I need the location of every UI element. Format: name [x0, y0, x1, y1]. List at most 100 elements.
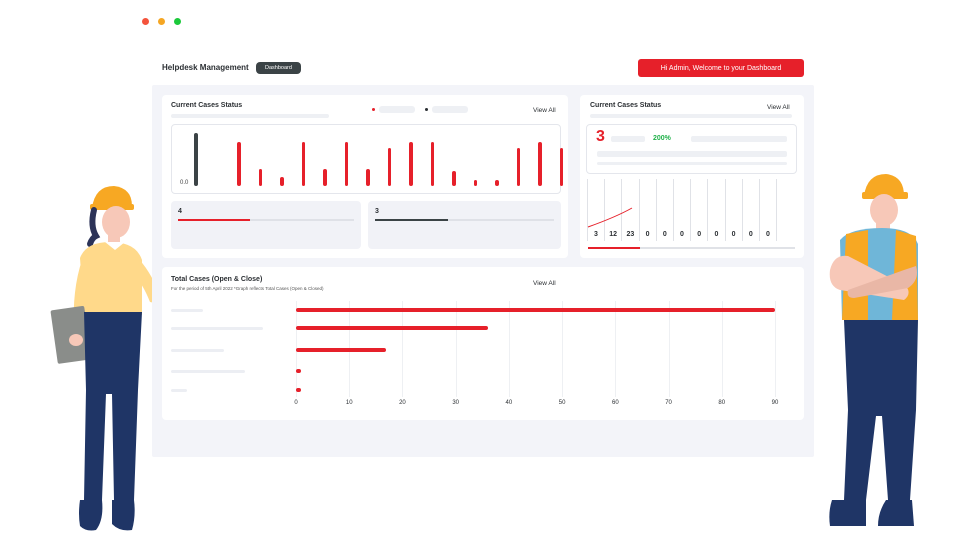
x-tick-label: 70 [665, 400, 672, 406]
dashboard-canvas: Current Cases Status View All 0.0 4 3 [152, 85, 814, 457]
column-value: 12 [609, 231, 618, 238]
chart-bar [473, 180, 477, 186]
chart-bar [296, 388, 301, 392]
app-title: Helpdesk Management [162, 63, 249, 72]
column-value: 0 [645, 231, 650, 238]
view-all-link[interactable]: View All [533, 280, 556, 287]
bar-chart-panel: 0.0 [171, 124, 563, 195]
x-tick-label: 10 [345, 400, 353, 406]
column-divider [621, 179, 623, 241]
card-title: Current Cases Status [590, 102, 662, 109]
chart-bar [280, 176, 284, 186]
chart-bar [452, 171, 456, 186]
chart-bar [387, 147, 391, 186]
horizontal-bar-chart: 0 10 20 30 40 50 60 70 80 90 [162, 267, 804, 420]
x-tick-label: 50 [558, 400, 566, 406]
legend-label [432, 106, 468, 113]
column-value: 0 [714, 231, 719, 238]
column-divider [741, 179, 743, 241]
x-tick-label: 0 [294, 400, 298, 406]
chart-bar [258, 168, 262, 186]
x-tick-label: 20 [399, 400, 406, 406]
stat-tile: 4 [171, 201, 361, 249]
column-value: 0 [748, 231, 753, 238]
x-tick-label: 80 [718, 400, 726, 406]
trend-line [587, 207, 633, 228]
woman-worker-illustration [50, 186, 160, 531]
minimize-window-dot[interactable] [158, 18, 165, 25]
current-cases-card: Current Cases Status View All 0.0 4 3 [162, 95, 568, 258]
stat-value: 4 [178, 208, 182, 215]
chart-bar [366, 168, 370, 186]
grid-line [721, 301, 723, 397]
chart-bar [495, 180, 499, 186]
chart-bar [430, 142, 434, 186]
x-tick-label: 60 [611, 400, 619, 406]
chart-bar [559, 147, 563, 186]
total-cases-card: Total Cases (Open & Close) For the perio… [162, 267, 804, 420]
chart-bar [194, 133, 198, 186]
column-divider [587, 179, 588, 241]
chart-bar [409, 142, 413, 186]
y-axis-label: 0.0 [180, 180, 189, 186]
progress-fill [588, 247, 640, 249]
column-values: 3 12 23 0 0 0 0 0 0 0 0 [586, 231, 797, 243]
column-grid [586, 179, 797, 241]
x-tick-label: 90 [771, 400, 779, 406]
chart-bar [344, 142, 348, 186]
grid-line [455, 301, 457, 397]
category-label [171, 309, 203, 312]
grid-line [775, 301, 776, 397]
view-all-link[interactable]: View All [767, 104, 790, 111]
category-label [171, 389, 187, 392]
stat-value: 3 [375, 208, 379, 215]
dashboard-tab[interactable]: Dashboard [256, 62, 301, 74]
legend-item [425, 106, 468, 113]
chart-bar [296, 308, 775, 312]
welcome-banner-button[interactable]: Hi Admin, Welcome to your Dashboard [638, 59, 804, 77]
column-divider [724, 179, 726, 241]
chart-bar [516, 147, 520, 186]
bar-chart [172, 125, 563, 195]
grid-line [402, 301, 404, 397]
chart-bar [538, 142, 542, 186]
column-divider [673, 179, 674, 241]
placeholder-line [590, 114, 792, 118]
chart-bar [301, 142, 305, 186]
grid-line [508, 301, 510, 397]
placeholder-line [611, 136, 645, 142]
placeholder-line [171, 114, 329, 118]
maximize-window-dot[interactable] [174, 18, 181, 25]
column-divider [655, 179, 657, 241]
grid-line [562, 301, 564, 397]
view-all-link[interactable]: View All [533, 107, 556, 114]
chart-bar [237, 142, 241, 186]
column-divider [707, 179, 709, 241]
placeholder-line [597, 162, 787, 165]
card-subtitle: For the period of 5th April 2022 *Graph … [171, 286, 324, 291]
man-worker-illustration [829, 174, 918, 526]
close-window-dot[interactable] [142, 18, 149, 25]
card-title: Current Cases Status [171, 102, 243, 109]
stat-tile: 3 [368, 201, 561, 249]
column-divider [759, 179, 760, 241]
category-label [171, 370, 245, 373]
legend-dot [425, 108, 428, 111]
column-value: 3 [594, 231, 598, 238]
x-tick-label: 30 [452, 400, 459, 406]
progress-track [178, 219, 354, 221]
legend-dot [372, 108, 375, 111]
column-value: 0 [662, 231, 667, 238]
column-divider [776, 179, 778, 241]
summary-panel: 3 200% [586, 124, 797, 174]
column-value: 0 [680, 231, 684, 238]
column-value: 0 [766, 231, 770, 238]
progress-track [375, 219, 554, 221]
grid-line [668, 301, 670, 397]
progress-fill [178, 219, 251, 221]
category-label [171, 349, 224, 352]
column-divider [690, 179, 692, 241]
column-panel: 3 12 23 0 0 0 0 0 0 0 0 [586, 179, 797, 259]
chart-bar [296, 348, 387, 352]
column-divider [638, 179, 640, 241]
